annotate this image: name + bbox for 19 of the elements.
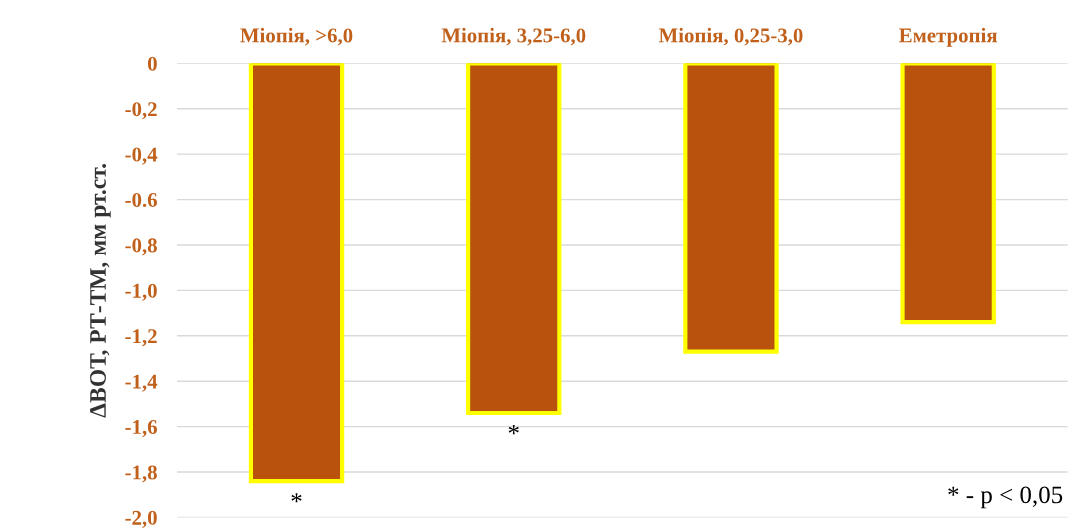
y-axis-title: ΔВОТ, РТ-ТМ, мм рт.ст.: [90, 164, 111, 418]
y-tick-label: -1,2: [125, 329, 157, 347]
y-tick-label: -0,8: [125, 238, 157, 256]
x-tick-label: Міопія, 0,25-3,0: [658, 27, 803, 46]
y-tick-label: -0,4: [125, 147, 158, 165]
y-tick-label: -1,0: [125, 283, 157, 301]
x-tick-label: Міопія, >6,0: [240, 27, 353, 46]
y-tick-label: -1,4: [125, 374, 158, 392]
annotation: *: [508, 425, 519, 435]
y-tick-label: -1,8: [125, 465, 157, 483]
y-tick-label: -2,0: [125, 510, 157, 528]
y-tick-label: 0: [147, 56, 157, 71]
x-tick-label: Міопія, 3,25-6,0: [441, 27, 586, 46]
x-tick-label: Еметропія: [899, 27, 998, 47]
annotation: *: [291, 493, 302, 503]
y-tick-label: -0,2: [125, 102, 157, 120]
annotation: * - p < 0,05: [948, 486, 1063, 509]
y-tick-label: -1,6: [125, 420, 157, 438]
y-tick-label: -0.6: [125, 192, 157, 208]
